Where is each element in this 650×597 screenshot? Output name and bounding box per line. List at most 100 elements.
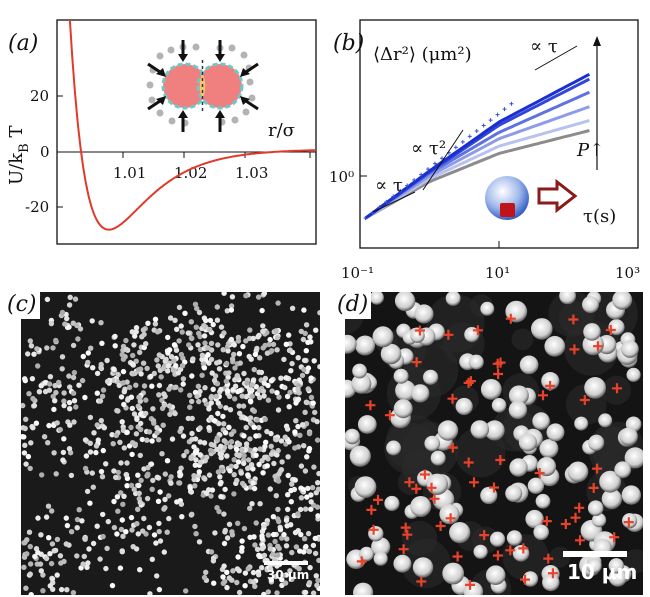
particle-marker-cross [570,512,581,523]
particle-marker-cross [543,553,554,564]
particle-marker-cross [520,574,530,585]
panel-b-label: (b) [333,31,364,56]
panel-a-chart: 20 0 -20 1.01 1.02 1.03 U/kB T r/σ (a) [6,19,317,245]
msd-marker [433,161,438,166]
slope-guide-tau2 [422,129,464,191]
panel-b-series [363,72,591,221]
propulsion-arrow [537,178,578,214]
particle-marker-cross [469,477,479,488]
panel-d-image: 10 μm [345,292,643,595]
panel-d-particles [345,292,643,595]
particle-marker-cross [489,482,499,493]
particle-marker-cross [492,358,503,369]
particle-marker-cross [541,516,552,527]
panel-b-ticks [359,175,639,248]
particle-marker-cross [400,522,411,533]
particle-marker-cross [402,529,413,540]
particle-marker-cross [609,532,620,543]
particle-marker-cross [547,568,558,579]
panel-a-xtick-102: 1.02 [174,164,207,182]
panel-b-inset [485,176,578,220]
particle-marker-cross [545,380,556,391]
msd-marker [412,178,417,183]
panel-c-particles [21,292,320,595]
msd-marker [481,123,486,128]
particle-marker-cross [404,477,415,488]
particle-marker-cross [592,463,603,474]
panel-a-xtick-103: 1.03 [235,164,268,182]
particle-marker-cross [593,341,603,352]
particle-marker-cross [579,395,590,405]
msd-marker [384,199,389,204]
particle-marker-cross [373,494,383,505]
particle-marker-cross [384,410,395,421]
panel-a-frame [56,19,317,245]
pressure-label: P↑ [576,140,604,161]
msd-marker [419,172,424,177]
annotation-prop-tau2: ∝ τ² [411,138,446,159]
msd-series-1 [364,72,591,220]
msd-marker [495,112,500,117]
msd-marker [363,216,368,221]
panel-b-xtick-1000: 10³ [615,264,640,282]
catalytic-patch [500,203,515,217]
panel-b-xtick-10: 10¹ [485,264,510,282]
panel-c-scalebar-text: 30 μm [267,568,310,582]
particle-marker-cross [569,344,580,355]
particle-marker-cross [414,325,425,336]
panel-a-ytick-0: 0 [40,143,50,161]
annotation-prop-tau-low: ∝ τ [375,175,403,196]
panel-a-ticks [57,95,311,208]
particle-marker-cross [368,524,379,535]
particle-marker-cross [426,482,437,493]
annotation-prop-tau-high: ∝ τ [530,36,558,57]
particle-marker-cross [445,513,456,524]
particle-marker-cross [588,482,599,493]
particle-marker-cross [435,521,446,531]
particle-marker-cross [605,325,616,335]
msd-marker [398,188,403,193]
particle-marker-cross [495,455,506,465]
particle-marker-cross [492,550,503,561]
panel-d-scalebar-line [563,551,627,557]
msd-marker [460,139,465,144]
panel-a-ylabel: U/kB T [6,126,32,185]
msd-marker [405,183,410,188]
msd-marker [391,194,396,199]
particle-marker-cross [465,579,475,590]
particle-marker-cross [568,314,579,325]
msd-marker [453,145,458,150]
particle-marker-cross [505,545,516,556]
particle-marker-cross [623,517,634,528]
particle-marker-cross [472,325,483,336]
panel-a-xlabel: r/σ [268,120,295,141]
msd-marker [502,107,507,112]
particle-marker-cross [534,468,545,478]
particle-marker-cross [356,556,367,567]
msd-marker [370,210,375,215]
particle-marker-cross [411,357,422,368]
particle-marker-cross [447,393,458,404]
janus-particle [485,176,529,220]
depletant-dots [146,43,256,127]
panel-b-xlabel: τ(s) [583,206,616,227]
particle-marker-cross [443,329,454,340]
depletion-arrows [147,40,259,132]
particle-marker-cross [493,369,504,379]
panel-d-label: (d) [334,291,372,319]
particle-marker-cross [366,504,377,515]
particle-marker-cross [479,530,490,541]
particle-marker-cross [518,543,529,554]
msd-marker [426,167,431,172]
msd-marker [467,134,472,139]
particle-marker-cross [465,376,476,387]
panel-b-chart: 10⁰ 10⁻¹ 10¹ 10³ (b) ⟨Δr²⟩ (μm²) τ(s) ∝ … [329,19,640,282]
panel-c-image: 30 μm [21,292,320,595]
particle-marker-cross [419,469,430,480]
panel-b-ytick-1: 10⁰ [329,168,354,186]
particle-marker-cross [574,502,585,513]
msd-marker [439,156,444,161]
particle-marker-cross [365,400,376,411]
slope-guide-tau-low [372,191,416,213]
particle-marker-cross [538,390,548,401]
